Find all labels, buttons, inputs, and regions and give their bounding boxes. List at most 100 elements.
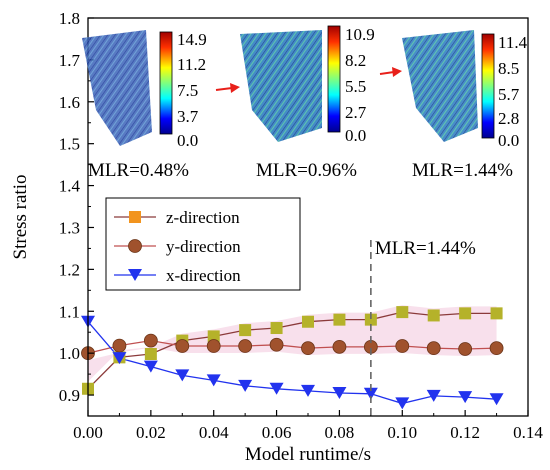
data-point-z-direction	[427, 309, 440, 322]
y-tick-label: 1.1	[59, 302, 80, 321]
legend-marker-x	[128, 269, 142, 281]
inset-3-cbar-tick: 5.7	[498, 85, 520, 104]
legend: z-direction y-direction x-direction	[105, 197, 301, 291]
data-point-x-direction	[489, 393, 504, 406]
y-tick-label: 0.9	[59, 386, 80, 405]
inset-3-specimen	[402, 30, 478, 142]
inset-3: 11.4 8.5 5.7 2.8 0.0 MLR=1.44%	[402, 30, 528, 181]
y-axis-ticks: 0.9 1.0 1.1 1.2 1.3 1.4 1.5 1.6 1.7 1.8	[59, 9, 94, 417]
data-point-x-direction	[112, 352, 127, 365]
data-point-y-direction	[458, 342, 473, 356]
inset-3-cbar-tick: 2.8	[498, 109, 519, 128]
data-point-y-direction	[269, 337, 284, 352]
data-point-y-direction	[332, 339, 347, 354]
data-point-x-direction	[301, 384, 315, 397]
data-point-y-direction	[238, 339, 253, 353]
legend-marker-z	[129, 211, 141, 223]
inset-2-cbar-tick: 5.5	[345, 77, 366, 96]
data-point-y-direction	[112, 338, 127, 353]
arrow-1	[215, 83, 240, 93]
legend-label-x: x-direction	[166, 266, 241, 285]
data-point-y-direction	[143, 333, 158, 348]
inset-1-cbar-tick: 7.5	[177, 81, 198, 100]
inset-2-colorbar	[327, 25, 341, 133]
data-point-z-direction	[270, 322, 283, 335]
legend-label-z: z-direction	[166, 208, 240, 227]
x-tick-label: 0.10	[387, 423, 417, 442]
inset-2-cbar-tick: 10.9	[345, 25, 375, 44]
data-point-x-direction	[143, 360, 158, 373]
data-point-x-direction	[395, 397, 410, 410]
inset-1-cbar-tick: 14.9	[177, 30, 207, 49]
y-tick-label: 1.0	[59, 344, 80, 363]
inset-2: 10.9 8.2 5.5 2.7 0.0 MLR=0.96%	[240, 25, 375, 181]
data-point-x-direction	[332, 386, 347, 399]
x-tick-label: 0.08	[325, 423, 355, 442]
data-point-y-direction	[489, 341, 504, 356]
y-tick-label: 1.3	[59, 218, 80, 237]
data-point-x-direction	[426, 389, 441, 402]
inset-1-cbar-tick: 0.0	[177, 131, 198, 150]
series-line-x-direction	[87, 321, 497, 405]
inset-1-colorbar	[159, 31, 173, 135]
data-point-x-direction	[363, 387, 378, 400]
y-tick-label: 1.4	[59, 177, 81, 196]
inset-3-colorbar	[481, 33, 495, 139]
inset-1: 14.9 11.2 7.5 3.7 0.0 MLR=0.48%	[82, 30, 207, 181]
data-point-z-direction	[144, 347, 157, 360]
inset-2-cbar-tick: 2.7	[345, 103, 367, 122]
data-point-x-direction	[206, 374, 221, 387]
x-axis-title: Model runtime/s	[245, 444, 371, 465]
inset-3-cbar-tick: 0.0	[498, 131, 519, 150]
annotation-label: MLR=1.44%	[375, 238, 476, 259]
inset-1-label: MLR=0.48%	[88, 160, 189, 181]
data-point-z-direction	[490, 307, 503, 320]
data-point-z-direction	[207, 330, 220, 343]
data-point-y-direction	[301, 341, 315, 356]
inset-1-cbar-tick: 3.7	[177, 107, 199, 126]
inset-1-cbar-tick: 11.2	[177, 55, 206, 74]
data-point-z-direction	[239, 324, 252, 337]
inset-2-label: MLR=0.96%	[256, 160, 357, 181]
data-point-y-direction	[395, 339, 410, 353]
inset-3-label: MLR=1.44%	[412, 160, 513, 181]
y-tick-label: 1.6	[59, 93, 80, 112]
x-tick-label: 0.04	[199, 423, 229, 442]
x-tick-label: 0.02	[136, 423, 166, 442]
x-tick-label: 0.00	[73, 423, 103, 442]
highlight-band-area	[88, 305, 497, 382]
inset-3-colorbar-ticks: 11.4 8.5 5.7 2.8 0.0	[498, 33, 528, 150]
data-point-z-direction	[459, 307, 472, 320]
annotation: MLR=1.44%	[370, 238, 476, 416]
inset-2-cbar-tick: 8.2	[345, 51, 366, 70]
y-axis-title: Stress ratio	[10, 175, 31, 260]
data-point-x-direction	[458, 391, 473, 404]
legend-label-y: y-direction	[166, 237, 241, 256]
inset-3-cbar-tick: 11.4	[498, 33, 528, 52]
data-point-y-direction	[206, 339, 221, 353]
inset-1-specimen	[82, 30, 152, 146]
x-tick-label: 0.06	[262, 423, 292, 442]
series-markers	[81, 306, 504, 410]
y-tick-label: 1.8	[59, 9, 80, 28]
inset-3-cbar-tick: 8.5	[498, 59, 519, 78]
inset-1-colorbar-ticks: 14.9 11.2 7.5 3.7 0.0	[177, 30, 207, 150]
data-point-x-direction	[175, 369, 190, 382]
data-point-z-direction	[302, 315, 314, 328]
highlight-band	[88, 305, 497, 382]
arrow-2	[379, 67, 402, 77]
legend-marker-y	[128, 239, 142, 253]
data-point-z-direction	[333, 313, 346, 326]
data-point-y-direction	[175, 339, 190, 353]
data-point-x-direction	[269, 382, 284, 395]
data-point-x-direction	[238, 379, 253, 392]
y-tick-label: 1.7	[59, 51, 81, 70]
data-point-y-direction	[426, 341, 441, 356]
y-tick-label: 1.5	[59, 135, 80, 154]
data-point-z-direction	[396, 306, 409, 319]
x-axis-ticks: 0.00 0.02 0.04 0.06 0.08 0.10 0.12 0.14	[73, 410, 543, 442]
inset-2-cbar-tick: 0.0	[345, 126, 366, 145]
x-tick-label: 0.14	[513, 423, 543, 442]
data-point-z-direction	[364, 313, 377, 326]
